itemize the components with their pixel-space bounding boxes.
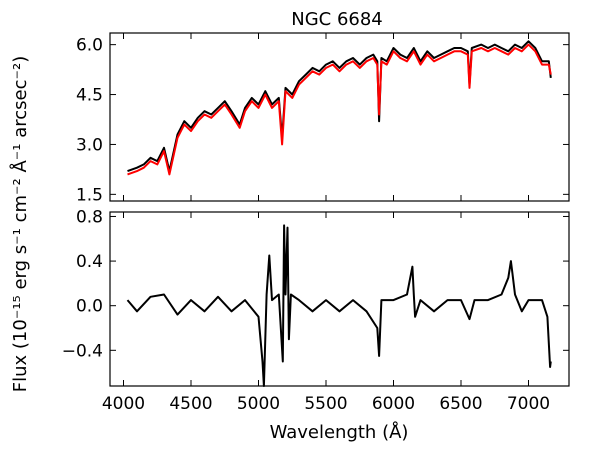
top-ytick-label: 6.0 <box>76 36 103 56</box>
bottom-panel-ticks: −0.4 0.0 0.4 0.8 4000 4500 5000 5500 6000 6500 700… <box>62 207 569 414</box>
bottom-ytick-label: 0.4 <box>76 252 103 272</box>
bottom-xtick-label: 6500 <box>439 394 482 414</box>
top-panel-ticks: 1.5 3.0 4.5 6.0 <box>76 33 569 205</box>
bottom-series-line-0 <box>126 224 552 387</box>
bottom-xtick-label: 7000 <box>507 394 550 414</box>
top-panel: 1.5 3.0 4.5 6.0 <box>76 32 570 205</box>
top-ytick-label: 4.5 <box>76 86 103 106</box>
bottom-ytick-label: 0.8 <box>76 207 103 227</box>
bottom-panel-frame <box>109 211 570 387</box>
bottom-xtick-label: 6000 <box>372 394 415 414</box>
bottom-ytick-label: −0.4 <box>62 341 103 361</box>
bottom-panel: −0.4 0.0 0.4 0.8 4000 4500 5000 5500 6000 6500 700… <box>62 207 570 414</box>
bottom-xtick-label: 5500 <box>304 394 347 414</box>
top-ytick-label: 1.5 <box>76 185 103 205</box>
bottom-ytick-label: 0.0 <box>76 297 103 317</box>
top-panel-lines <box>127 40 552 176</box>
bottom-panel-lines <box>126 224 552 387</box>
y-axis-label: Flux (10⁻¹⁵ erg s⁻¹ cm⁻² Å⁻¹ arcsec⁻²) <box>9 56 31 392</box>
top-ytick-label: 3.0 <box>76 135 103 155</box>
bottom-xtick-label: 4000 <box>102 394 145 414</box>
top-series-line-0 <box>127 40 552 173</box>
chart-title: NGC 6684 <box>291 9 383 30</box>
bottom-xtick-label: 5000 <box>237 394 280 414</box>
x-axis-label: Wavelength (Å) <box>270 421 409 443</box>
top-series-line-1 <box>127 43 552 176</box>
top-panel-frame <box>109 32 570 202</box>
bottom-xtick-label: 4500 <box>169 394 212 414</box>
